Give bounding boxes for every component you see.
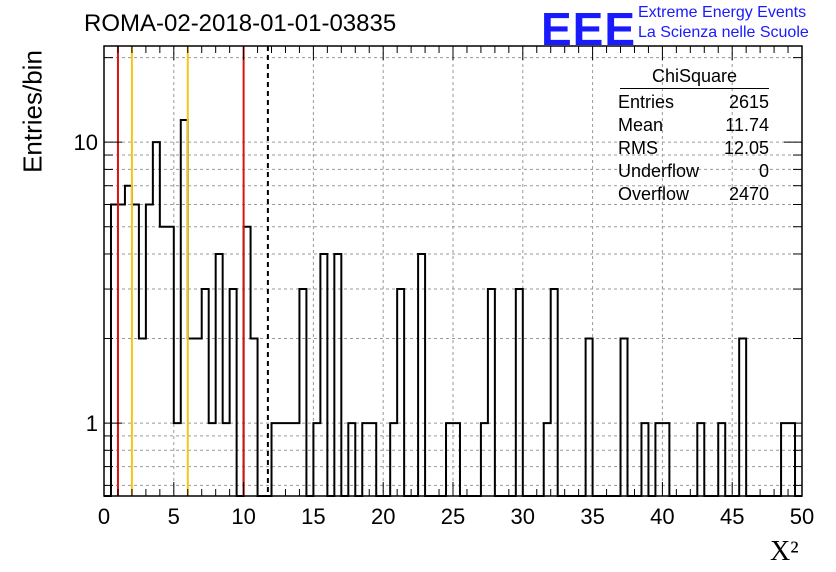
x-tick-label: 20 xyxy=(371,504,395,529)
x-tick-label: 50 xyxy=(790,504,814,529)
logo-line-2: La Scienza nelle Scuole xyxy=(638,24,809,41)
y-axis-label: Entries/bin xyxy=(17,50,48,173)
x-tick-label: 5 xyxy=(168,504,180,529)
logo-line-1: Extreme Energy Events xyxy=(638,4,807,21)
stats-box: ChiSquare Entries 2615 Mean 11.74 RMS 12.05… xyxy=(612,66,777,206)
stats-row-mean: Mean 11.74 xyxy=(618,115,769,135)
x-tick-label: 45 xyxy=(720,504,744,529)
x-tick-label: 30 xyxy=(511,504,535,529)
eee-logo: EEE xyxy=(541,3,637,55)
y-tick-label: 10 xyxy=(74,130,98,155)
stats-row-entries: Entries 2615 xyxy=(618,92,769,112)
x-tick-label: 10 xyxy=(231,504,255,529)
x-tick-label: 25 xyxy=(441,504,465,529)
stats-row-rms: RMS 12.05 xyxy=(618,138,769,158)
stats-title: ChiSquare xyxy=(620,66,769,89)
stats-row-overflow: Overflow 2470 xyxy=(618,184,769,204)
x-axis-label: X² xyxy=(770,536,799,567)
y-tick-label: 1 xyxy=(86,411,98,436)
x-tick-label: 40 xyxy=(650,504,674,529)
x-tick-label: 0 xyxy=(98,504,110,529)
stats-row-underflow: Underflow 0 xyxy=(618,161,769,181)
x-tick-label: 15 xyxy=(301,504,325,529)
chart-title: ROMA-02-2018-01-01-03835 xyxy=(84,10,397,37)
x-tick-label: 35 xyxy=(580,504,604,529)
